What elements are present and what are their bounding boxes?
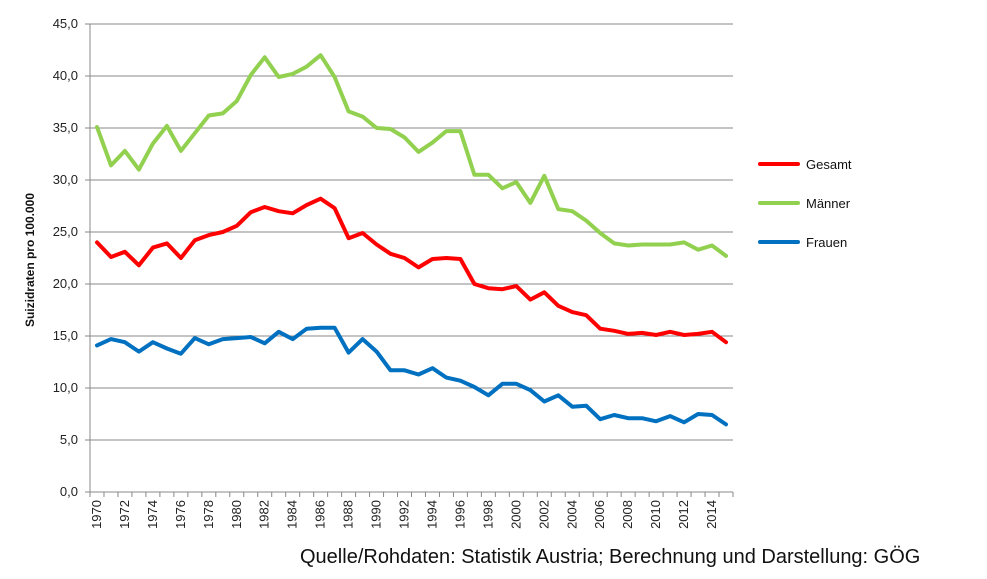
x-tick-label: 1992 xyxy=(397,500,412,529)
y-tick-label: 25,0 xyxy=(53,224,78,239)
y-axis-label: Suizidraten pro 100.000 xyxy=(23,193,37,327)
x-tick-label: 2000 xyxy=(508,500,523,529)
legend-label: Gesamt xyxy=(806,157,852,172)
x-axis: 1970 1972 1974 1976 1978 1980 1982 1984 1986 1988… xyxy=(89,491,734,529)
x-tick-label: 1970 xyxy=(89,500,104,529)
x-tick-label: 1972 xyxy=(117,500,132,529)
x-tick-label: 1988 xyxy=(341,500,356,529)
y-tick-label: 20,0 xyxy=(53,276,78,291)
gridlines xyxy=(90,23,733,441)
series-line-mnner xyxy=(95,53,728,258)
y-tick-label: 10,0 xyxy=(53,380,78,395)
legend: Gesamt Männer Frauen xyxy=(758,157,852,250)
y-tick-label: 30,0 xyxy=(53,172,78,187)
x-tick-label: 2010 xyxy=(648,500,663,529)
x-tick-label: 1980 xyxy=(229,500,244,529)
series-line-gesamt xyxy=(95,196,728,345)
y-axis: 0,0 5,0 10,0 15,0 20,0 25,0 30,0 35,0 40,0 45,0 xyxy=(53,16,91,499)
source-note: Quelle/Rohdaten: Statistik Austria; Bere… xyxy=(300,546,921,568)
y-tick-label: 45,0 xyxy=(53,16,78,31)
y-tick-label: 0,0 xyxy=(60,484,78,499)
x-tick-label: 1984 xyxy=(285,500,300,529)
y-tick-label: 40,0 xyxy=(53,68,78,83)
x-tick-label: 1986 xyxy=(313,500,328,529)
x-tick-label: 1998 xyxy=(480,500,495,529)
x-tick-label: 1996 xyxy=(452,500,467,529)
y-tick-label: 35,0 xyxy=(53,120,78,135)
x-tick-label: 1976 xyxy=(173,500,188,529)
x-tick-label: 2004 xyxy=(564,500,579,529)
x-tick-label: 2006 xyxy=(592,500,607,529)
x-tick-label: 1982 xyxy=(257,500,272,529)
x-tick-label: 2008 xyxy=(620,500,635,529)
x-tick-label: 1994 xyxy=(424,500,439,529)
x-tick-label: 2012 xyxy=(676,500,691,529)
x-tick-label: 2014 xyxy=(704,500,719,529)
x-tick-label: 1978 xyxy=(201,500,216,529)
series-lines xyxy=(95,53,728,427)
y-tick-label: 15,0 xyxy=(53,328,78,343)
x-tick-label: 2002 xyxy=(536,500,551,529)
legend-label: Männer xyxy=(806,196,851,211)
x-tick-label: 1974 xyxy=(145,500,160,529)
x-tick-label: 1990 xyxy=(369,500,384,529)
series-line-frauen xyxy=(95,325,728,427)
y-tick-label: 5,0 xyxy=(60,432,78,447)
legend-label: Frauen xyxy=(806,235,847,250)
